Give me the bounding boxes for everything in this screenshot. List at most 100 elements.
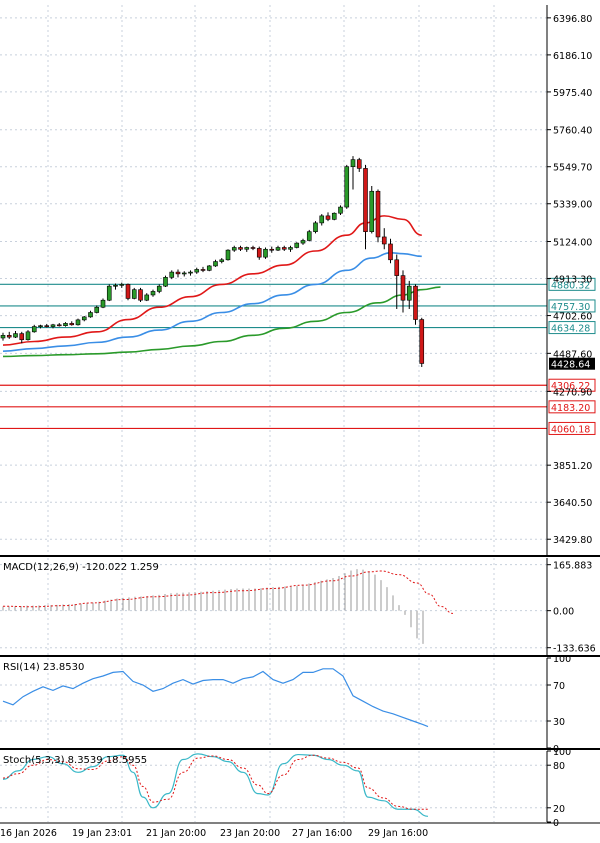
macd-panel[interactable]: MACD(12,26,9) -120.022 1.259 165.883 0.00… [0,558,596,655]
axis-tick-label-9: 4487.60 [553,349,592,360]
axis-tick-label-4: 5549.70 [553,163,592,174]
candle-body-53 [331,212,337,220]
candle-body-14 [88,312,93,318]
candle-body-19 [119,284,125,286]
candle-body-38 [238,247,243,250]
candle-body-57 [356,159,362,169]
candle-body-11 [69,323,75,326]
candle-body-61 [381,236,387,245]
candle-body-39 [244,247,250,250]
rsi-path [2,668,429,728]
stoch-panel[interactable]: Stoch(5,3,3) 8.3539 18.5955 10080200 [0,747,571,829]
candle-body-47 [294,242,300,248]
level-tag-4 [548,400,596,414]
axis-tick-label-0: 6396.80 [553,14,592,25]
candle-body-9 [56,324,62,327]
level-label-0: 4880.32 [551,280,590,291]
candle-body-18 [113,284,118,287]
price-candles [0,156,425,367]
level-tag-0 [548,277,596,291]
ma-line-1 [2,251,422,352]
candle-body-43 [269,248,275,251]
candle-body-23 [144,294,150,301]
time-label-1: 19 Jan 23:01 [72,828,132,839]
macd-axis: 165.883 0.00 -133.636 [546,558,596,655]
rsi-label: RSI(14) 23.8530 [3,662,84,673]
price-axis: 6396.80 6186.10 5975.40 5760.40 5549.70 5339.… [546,5,592,555]
current-price-tag [549,357,595,370]
stoch-label: Stoch(5,3,3) 8.3539 18.5955 [3,755,147,766]
candle-body-36 [225,249,231,261]
axis-tick-label-1: 6186.10 [553,51,592,62]
axis-tick-label-10: 4270.90 [553,387,592,398]
candle-body-58 [363,168,368,232]
axis-tick-label-5: 5339.00 [553,200,592,211]
panel-separators [0,555,600,824]
time-label-3: 23 Jan 20:00 [220,828,280,839]
candle-body-16 [100,299,106,308]
candle-body-1 [6,335,12,338]
axis-tick-label-11: 3851.20 [553,461,592,472]
candle-body-41 [256,248,262,258]
axis-tick-label-2: 5975.40 [553,88,592,99]
candle-body-65 [406,285,412,301]
axis-tick-label-7: 4913.30 [553,275,592,286]
candle-body-21 [131,289,137,299]
stoch-signal-path [2,754,428,810]
candle-body-45 [281,247,287,250]
level-label-4: 4183.20 [551,403,590,414]
stoch-main-path [2,753,429,817]
candle-body-20 [125,284,131,299]
axis-tick-label-2: -133.636 [553,644,596,655]
candle-body-22 [138,289,143,301]
candle-body-63 [394,259,400,276]
candle-body-26 [163,277,168,287]
candle-body-30 [188,271,193,274]
level-tag-3 [548,378,596,392]
candle-body-17 [106,285,112,301]
candle-body-34 [213,261,218,267]
stoch-grid [0,751,547,822]
candle-body-52 [325,215,331,220]
candle-body-35 [219,259,225,262]
candle-body-67 [419,319,425,364]
candle-body-8 [50,324,56,327]
candle-body-31 [194,269,200,273]
candle-body-51 [319,215,325,224]
candle-body-46 [288,247,293,250]
candle-body-29 [181,272,187,275]
ma-line-2 [2,286,441,358]
axis-tick-label-6: 5124.00 [553,238,592,249]
level-label-1: 4757.30 [551,302,590,313]
candle-body-6 [38,325,43,327]
level-tag-1 [548,299,596,313]
candle-body-56 [350,159,356,167]
candle-body-40 [250,247,256,249]
candle-body-5 [31,326,37,333]
level-tag-5 [548,421,596,435]
candle-body-24 [150,291,156,296]
axis-tick-label-0: 100 [553,747,571,758]
candle-body-48 [300,240,306,244]
time-label-5: 29 Jan 16:00 [368,828,428,839]
price-panel[interactable]: 4880.32 4757.30 4634.28 4306.22 4183.20 4060.… [0,5,596,555]
macd-label: MACD(12,26,9) -120.022 1.259 [3,562,159,573]
level-tag-2 [548,321,596,335]
candle-body-66 [413,285,418,320]
axis-tick-label-12: 3640.50 [553,498,592,509]
level-label-2: 4634.28 [551,324,590,335]
axis-tick-label-2: 30 [553,717,565,728]
level-label-3: 4306.22 [551,381,590,392]
time-label-4: 27 Jan 16:00 [292,828,352,839]
candle-body-2 [13,333,18,338]
current-price-label: 4428.64 [551,360,590,371]
candle-body-27 [169,271,175,278]
ma-line-0 [2,215,422,346]
rsi-panel[interactable]: RSI(14) 23.8530 10070300 [0,654,571,755]
stoch-lines [2,753,429,817]
candle-body-0 [0,335,6,339]
candle-body-59 [369,190,375,232]
candle-body-44 [275,247,281,251]
macd-grid [0,558,547,655]
